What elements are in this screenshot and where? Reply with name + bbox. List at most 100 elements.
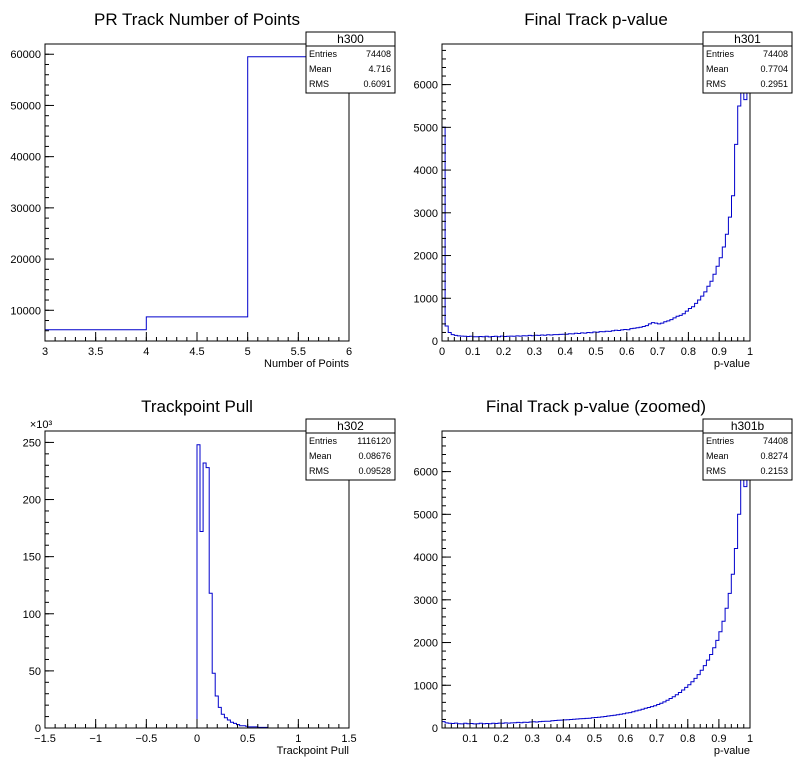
histogram-pad-1: Final Track p-value 0 0.1 0.2 0.3 0.4 0.5 0.6 0.… [414, 10, 793, 370]
y-tick-label: 6000 [414, 467, 438, 479]
y-tick-label: 2000 [414, 251, 438, 263]
y-tick-label: 100 [23, 609, 41, 621]
x-tick-label: 0.3 [525, 733, 540, 745]
x-tick-label: 0.6 [618, 733, 633, 745]
x-tick-label: 0.2 [493, 733, 508, 745]
x-tick-label: 0.9 [712, 346, 727, 358]
x-tick-label: 1 [747, 346, 753, 358]
histogram-pad-0: PR Track Number of Points 3 3.5 4 4.5 5 5.5 6 10… [10, 10, 396, 370]
x-tick-label: 4.5 [189, 346, 204, 358]
x-tick-label: 0.9 [711, 733, 726, 745]
x-axis-title: p-value [714, 745, 750, 757]
x-tick-label: −1.5 [34, 733, 56, 745]
y-tick-label: 10000 [10, 305, 41, 317]
x-tick-label: 1.5 [341, 733, 356, 745]
x-tick-label: 0.8 [681, 346, 696, 358]
stats-row-value: 4.716 [368, 64, 391, 74]
stats-row-label: Entries [309, 436, 338, 446]
stats-box-frame [702, 418, 793, 481]
y-tick-label: 3000 [414, 208, 438, 220]
stats-box: h301b Entries 74408 Mean 0.8274 RMS 0.2153 [702, 418, 793, 481]
stats-row-label: Mean [309, 451, 332, 461]
histogram-pad-3: Final Track p-value (zoomed) 0.1 0.2 0.3 0.4… [414, 397, 793, 757]
y-tick-label: 6000 [414, 80, 438, 92]
x-tick-label: 3 [42, 346, 48, 358]
stats-box-frame [305, 418, 396, 481]
stats-row-value: 74408 [366, 49, 391, 59]
stats-row-value: 1116120 [357, 436, 391, 446]
y-tick-label: 1000 [414, 293, 438, 305]
stats-box: h302 Entries 1116120 Mean 0.08676 RMS 0.09528 [305, 418, 396, 481]
y-tick-label: 4000 [414, 165, 438, 177]
stats-row-value: 0.2951 [760, 79, 788, 89]
histogram-pad-2: Trackpoint Pull −1.5 −1 −0.5 0 0.5 1 1.5 0 50 100 1… [23, 397, 396, 757]
x-tick-label: 5.5 [291, 346, 306, 358]
stats-row-label: Mean [706, 64, 729, 74]
stats-box-name: h301 [734, 32, 761, 46]
x-tick-label: 0.7 [649, 733, 664, 745]
stats-row-label: Entries [706, 49, 735, 59]
chart-title: Final Track p-value [524, 10, 668, 29]
histogram-series [196, 444, 269, 728]
stats-row-value: 0.08676 [358, 451, 391, 461]
x-tick-label: 0.1 [462, 733, 477, 745]
stats-row-value: 0.8274 [760, 451, 788, 461]
histogram-series [441, 449, 751, 728]
stats-box-name: h301b [731, 419, 765, 433]
x-axis-title: Trackpoint Pull [277, 745, 349, 757]
stats-row-label: RMS [309, 79, 329, 89]
y-tick-label: 250 [23, 437, 41, 449]
y-tick-label: 200 [23, 495, 41, 507]
stats-row-value: 0.7704 [760, 64, 788, 74]
histogram-series [441, 62, 751, 341]
x-tick-label: −0.5 [135, 733, 157, 745]
stats-row-value: 74408 [763, 49, 788, 59]
y-tick-label: 5000 [414, 509, 438, 521]
plot-frame [44, 43, 350, 342]
chart-title: Final Track p-value (zoomed) [486, 397, 706, 416]
x-tick-label: 3.5 [88, 346, 103, 358]
x-tick-label: 0 [439, 346, 445, 358]
y-tick-label: 0 [432, 723, 438, 735]
y-tick-label: 40000 [10, 152, 41, 164]
y-tick-label: 20000 [10, 254, 41, 266]
x-tick-label: 0.6 [619, 346, 634, 358]
x-tick-label: 0.5 [588, 346, 603, 358]
y-tick-label: 3000 [414, 595, 438, 607]
x-tick-label: 0.2 [496, 346, 511, 358]
y-tick-label: 50 [29, 666, 41, 678]
stats-row-value: 0.6091 [363, 79, 391, 89]
y-tick-label: 0 [432, 336, 438, 348]
stats-box-frame [305, 31, 396, 94]
x-axis-title: Number of Points [264, 358, 349, 370]
stats-row-label: Entries [309, 49, 338, 59]
y-tick-label: 150 [23, 552, 41, 564]
x-tick-label: 6 [346, 346, 352, 358]
x-tick-label: 1 [295, 733, 301, 745]
stats-box: h300 Entries 74408 Mean 4.716 RMS 0.6091 [305, 31, 396, 94]
y-exponent-label: ×10³ [30, 419, 53, 431]
stats-box-name: h302 [337, 419, 364, 433]
chart-title: PR Track Number of Points [94, 10, 300, 29]
histogram-series [45, 56, 349, 331]
x-tick-label: 0.5 [587, 733, 602, 745]
x-tick-label: 0 [194, 733, 200, 745]
x-tick-label: −1 [89, 733, 102, 745]
stats-box: h301 Entries 74408 Mean 0.7704 RMS 0.2951 [702, 31, 793, 94]
x-tick-label: 0.8 [680, 733, 695, 745]
y-tick-label: 5000 [414, 122, 438, 134]
stats-row-label: RMS [309, 466, 329, 476]
x-tick-label: 0.4 [558, 346, 573, 358]
y-tick-label: 1000 [414, 680, 438, 692]
stats-row-value: 0.2153 [760, 466, 788, 476]
x-tick-label: 0.3 [527, 346, 542, 358]
x-tick-label: 1 [747, 733, 753, 745]
stats-row-label: Entries [706, 436, 735, 446]
y-tick-label: 60000 [10, 49, 41, 61]
x-tick-label: 5 [245, 346, 251, 358]
x-tick-label: 0.1 [465, 346, 480, 358]
stats-row-label: Mean [309, 64, 332, 74]
x-tick-label: 4 [143, 346, 149, 358]
y-tick-label: 4000 [414, 552, 438, 564]
